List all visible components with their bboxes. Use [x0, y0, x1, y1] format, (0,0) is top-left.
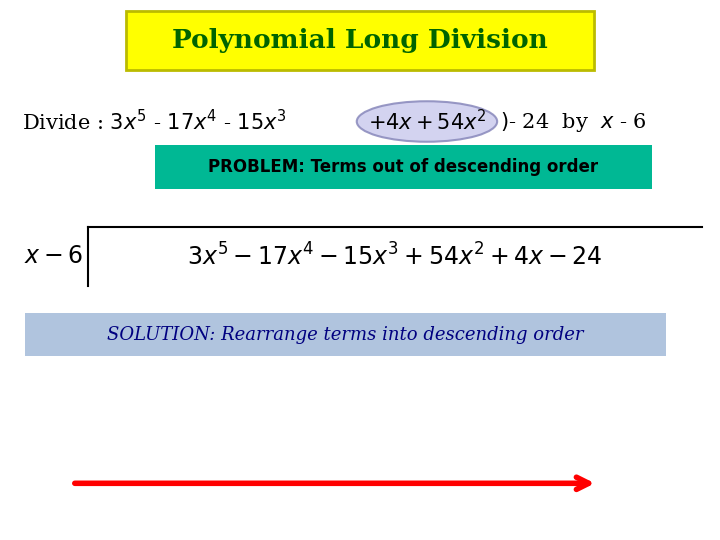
FancyBboxPatch shape	[155, 145, 652, 189]
Ellipse shape	[357, 102, 497, 141]
Text: Divide : $3x^5$ - $17x^4$ - $15x^3$: Divide : $3x^5$ - $17x^4$ - $15x^3$	[22, 109, 287, 134]
Text: Polynomial Long Division: Polynomial Long Division	[172, 28, 548, 53]
Text: $x-6$: $x-6$	[24, 245, 83, 268]
Text: SOLUTION: Rearrange terms into descending order: SOLUTION: Rearrange terms into descendin…	[107, 326, 584, 344]
FancyBboxPatch shape	[126, 11, 594, 70]
FancyBboxPatch shape	[25, 313, 666, 356]
Text: $3x^5-17x^4-15x^3+54x^2+4x-24$: $3x^5-17x^4-15x^3+54x^2+4x-24$	[187, 243, 602, 270]
Text: $)$- 24  by  $x$ - 6: $)$- 24 by $x$ - 6	[500, 110, 647, 133]
Text: $+ 4x + 54x^2$: $+ 4x + 54x^2$	[368, 109, 486, 134]
Text: PROBLEM: Terms out of descending order: PROBLEM: Terms out of descending order	[208, 158, 598, 176]
